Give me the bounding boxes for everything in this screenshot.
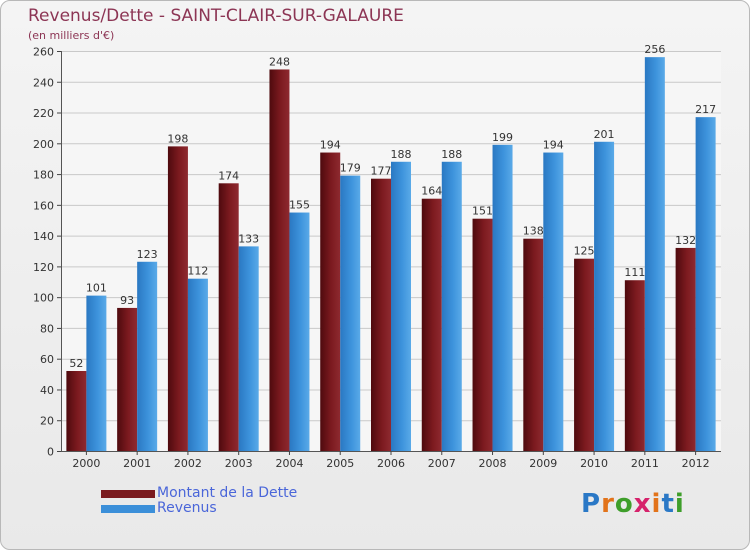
x-tick-label: 2010 <box>580 457 608 470</box>
bar-dette <box>320 152 341 452</box>
y-tick-label: 140 <box>33 230 54 243</box>
logo-letter: i <box>651 489 662 519</box>
x-tick-label: 2008 <box>479 457 507 470</box>
data-label-dette: 248 <box>269 55 290 68</box>
bar-revenus <box>441 161 462 451</box>
bar-dette <box>269 69 290 451</box>
bar-dette <box>167 146 188 451</box>
y-tick-label: 180 <box>33 169 54 182</box>
bar-revenus <box>86 295 107 451</box>
data-label-revenus: 101 <box>86 282 107 295</box>
x-tick-label: 2003 <box>225 457 253 470</box>
bar-dette <box>218 183 239 452</box>
y-tick-label: 60 <box>40 353 54 366</box>
bar-revenus <box>492 144 513 451</box>
y-tick-label: 120 <box>33 261 54 274</box>
x-tick-label: 2009 <box>529 457 557 470</box>
x-tick-label: 2002 <box>174 457 202 470</box>
proxiti-logo: Proxiti <box>581 489 685 519</box>
bar-revenus <box>695 117 716 452</box>
bar-revenus <box>238 246 259 451</box>
y-tick-label: 240 <box>33 76 54 89</box>
logo-letter: i <box>674 489 685 519</box>
x-tick-label: 2004 <box>275 457 303 470</box>
y-tick-label: 20 <box>40 415 54 428</box>
data-label-dette: 194 <box>320 139 341 152</box>
data-label-dette: 93 <box>120 294 134 307</box>
x-tick-label: 2006 <box>377 457 405 470</box>
bar-dette <box>66 371 87 451</box>
chart-title: Revenus/Dette - SAINT-CLAIR-SUR-GALAURE <box>28 6 404 26</box>
y-tick-label: 200 <box>33 138 54 151</box>
y-tick-label: 40 <box>40 384 54 397</box>
x-tick-label: 2005 <box>326 457 354 470</box>
chart-subtitle: (en milliers d'€) <box>28 29 115 42</box>
data-label-revenus: 256 <box>644 43 665 56</box>
data-label-dette: 111 <box>624 266 645 279</box>
bar-revenus <box>391 161 411 451</box>
data-label-revenus: 217 <box>695 103 716 116</box>
bar-dette <box>624 280 645 451</box>
data-label-revenus: 199 <box>492 131 513 144</box>
x-tick-label: 2007 <box>428 457 456 470</box>
bar-dette <box>472 218 493 451</box>
bar-revenus <box>289 212 310 451</box>
y-tick-label: 160 <box>33 199 54 212</box>
bar-dette <box>675 247 696 451</box>
data-label-revenus: 194 <box>543 139 564 152</box>
y-tick-label: 0 <box>47 446 54 459</box>
data-label-revenus: 112 <box>187 265 208 278</box>
legend-swatch-dette <box>101 490 155 498</box>
data-label-revenus: 201 <box>594 128 615 141</box>
data-label-revenus: 123 <box>137 248 158 261</box>
data-label-revenus: 133 <box>238 232 259 245</box>
data-label-dette: 132 <box>675 234 696 247</box>
data-label-dette: 151 <box>472 205 493 218</box>
legend-swatch-revenus <box>101 505 155 513</box>
data-label-dette: 125 <box>574 245 595 258</box>
y-tick-label: 100 <box>33 292 54 305</box>
data-label-dette: 164 <box>421 185 442 198</box>
bar-revenus <box>340 175 361 451</box>
bar-revenus <box>594 141 615 451</box>
x-tick-label: 2012 <box>682 457 710 470</box>
logo-letter: o <box>614 489 634 519</box>
legend-label-dette: Montant de la Dette <box>157 485 298 501</box>
y-tick-label: 80 <box>40 322 54 335</box>
data-label-revenus: 188 <box>391 148 412 161</box>
data-label-dette: 198 <box>167 132 188 145</box>
y-tick-label: 220 <box>33 107 54 120</box>
bar-dette <box>117 307 138 451</box>
bar-dette <box>523 238 544 451</box>
data-label-dette: 177 <box>371 165 392 178</box>
logo-letter: x <box>633 489 652 519</box>
data-label-dette: 52 <box>69 357 83 370</box>
legend-label-revenus: Revenus <box>157 500 217 516</box>
bar-dette <box>421 198 442 451</box>
data-label-revenus: 155 <box>289 199 310 212</box>
x-tick-label: 2011 <box>631 457 659 470</box>
bar-dette <box>574 258 595 451</box>
y-tick-label: 260 <box>33 46 54 59</box>
data-label-dette: 138 <box>523 225 544 238</box>
logo-letter: r <box>601 489 615 519</box>
x-tick-label: 2001 <box>123 457 151 470</box>
bar-revenus <box>137 261 158 451</box>
data-label-dette: 174 <box>218 169 239 182</box>
logo-letter: t <box>661 489 675 519</box>
bar-dette <box>371 178 391 451</box>
bar-revenus <box>187 278 208 451</box>
data-label-revenus: 188 <box>441 148 462 161</box>
x-tick-label: 2000 <box>72 457 100 470</box>
logo-letter: P <box>581 489 602 519</box>
bar-revenus <box>644 57 665 452</box>
data-label-revenus: 179 <box>340 162 361 175</box>
bar-revenus <box>543 152 564 452</box>
